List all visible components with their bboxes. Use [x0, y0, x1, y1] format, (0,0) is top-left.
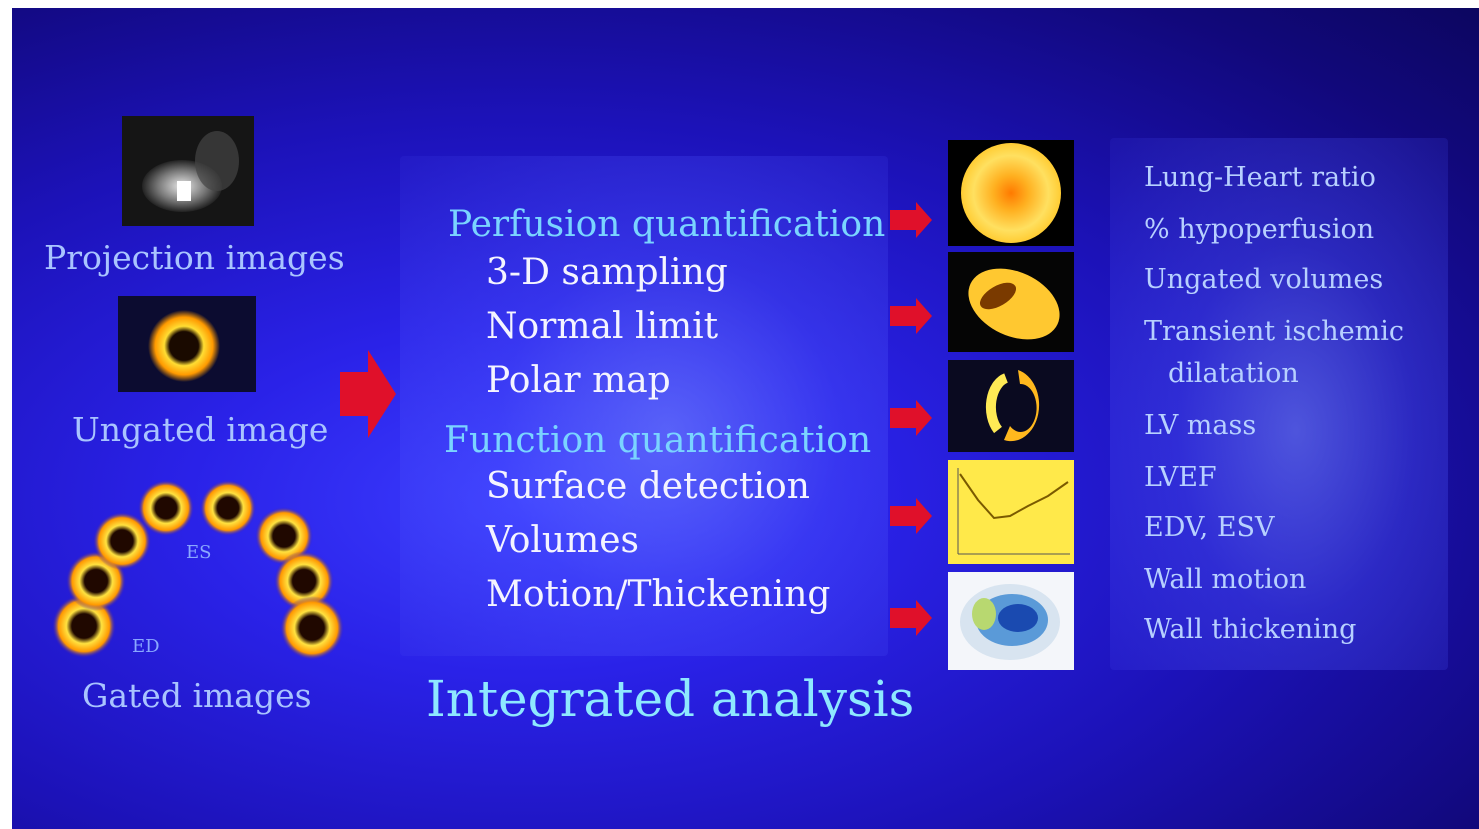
gated-frame-4 — [138, 480, 194, 536]
gated-frame-7 — [274, 551, 334, 611]
function-item-3: Motion/Thickening — [486, 574, 831, 615]
gated-frame-6 — [255, 507, 313, 565]
arrow-icon-3 — [890, 400, 932, 436]
arrow-icon-1 — [890, 202, 932, 238]
function-heading: Function quantification — [444, 420, 872, 461]
param-8: EDV, ESV — [1144, 512, 1275, 543]
es-label: ES — [186, 542, 212, 563]
param-10: Wall thickening — [1144, 614, 1357, 645]
gated-caption: Gated images — [82, 676, 312, 715]
arrow-icon-5 — [890, 600, 932, 636]
ungated-image-graphic — [148, 310, 220, 382]
function-item-2: Volumes — [486, 520, 639, 561]
function-item-1: Surface detection — [486, 466, 810, 507]
ungated-caption: Ungated image — [72, 410, 329, 449]
main-arrow-icon — [340, 350, 396, 438]
param-1: Lung-Heart ratio — [1144, 162, 1376, 193]
perfusion-heading: Perfusion quantification — [448, 204, 886, 245]
arrow-icon-4 — [890, 498, 932, 534]
param-5: dilatation — [1168, 358, 1299, 389]
polar-map-thumbnail — [948, 140, 1074, 246]
arrow-icon-2 — [890, 298, 932, 334]
param-7: LVEF — [1144, 462, 1217, 493]
ungated-image — [118, 296, 256, 392]
gated-frame-8 — [280, 596, 344, 660]
gated-images-ring — [52, 480, 344, 660]
param-3: Ungated volumes — [1144, 264, 1384, 295]
volume-curve-thumbnail — [948, 460, 1074, 564]
perfusion-item-2: Normal limit — [486, 306, 719, 347]
motion-map-thumbnail — [948, 572, 1074, 670]
diagram-title: Integrated analysis — [426, 670, 915, 728]
param-6: LV mass — [1144, 410, 1257, 441]
parameters-panel — [1110, 138, 1448, 670]
param-2: % hypoperfusion — [1144, 214, 1375, 245]
perfusion-item-3: Polar map — [486, 360, 671, 401]
projection-image — [122, 116, 254, 226]
slice-thumbnail — [948, 360, 1074, 452]
slide: Projection images Ungated image ES ED Ga… — [12, 8, 1479, 829]
projection-image-graphic — [122, 116, 254, 226]
3d-surface-thumbnail — [948, 252, 1074, 352]
gated-frame-5 — [200, 480, 256, 536]
perfusion-item-1: 3-D sampling — [486, 252, 728, 293]
projection-caption: Projection images — [44, 238, 345, 277]
gated-frame-3 — [93, 512, 151, 570]
ed-label: ED — [132, 636, 160, 657]
param-4: Transient ischemic — [1144, 316, 1405, 347]
analysis-panel — [400, 156, 888, 656]
param-9: Wall motion — [1144, 564, 1307, 595]
